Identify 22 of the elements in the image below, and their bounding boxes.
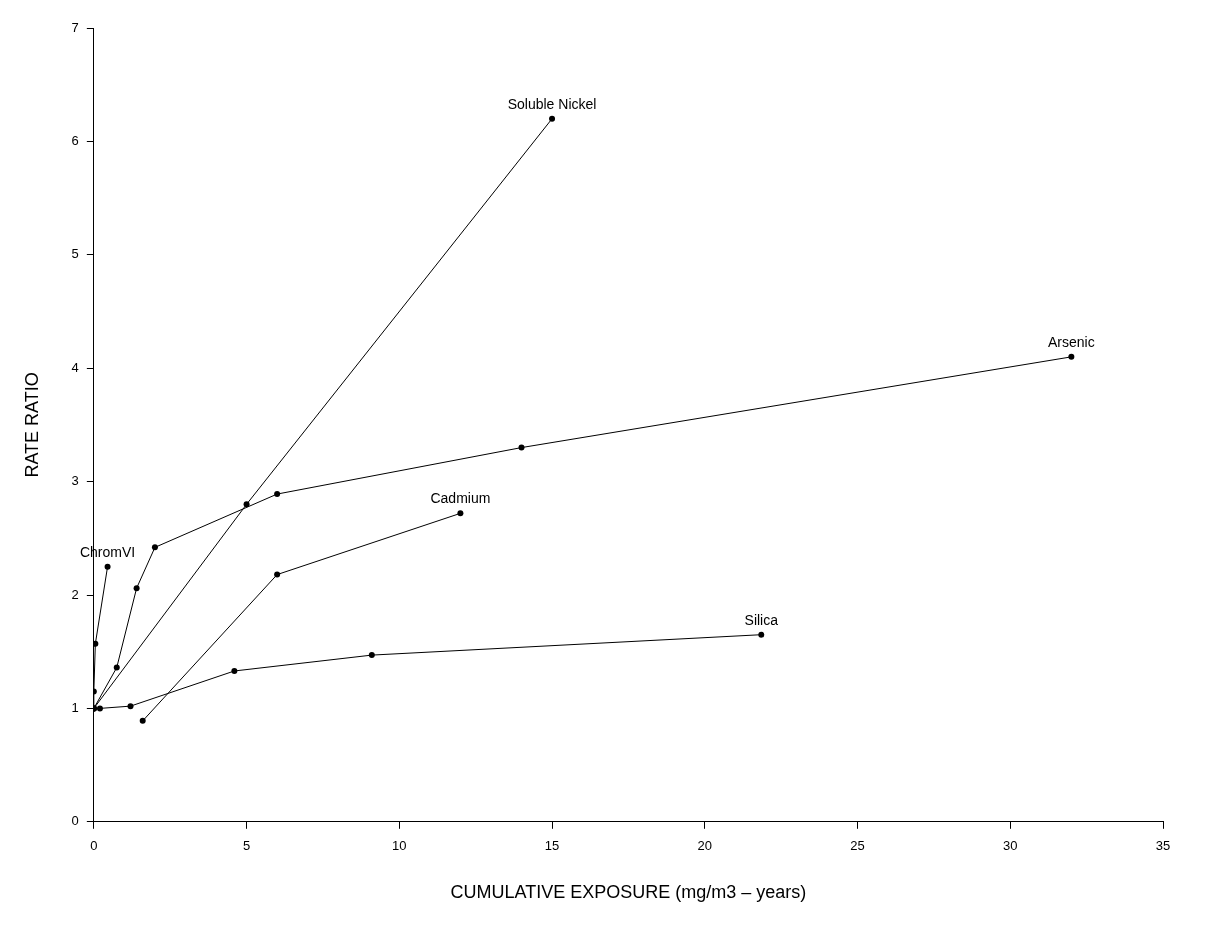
- series-label: Arsenic: [1048, 333, 1095, 350]
- x-tick-label: 35: [1155, 838, 1171, 854]
- y-tick-label: 0: [71, 813, 79, 829]
- x-tick-label: 5: [242, 838, 251, 854]
- y-tick-label: 4: [71, 359, 79, 375]
- x-axis-title: CUMULATIVE EXPOSURE (mg/m3 – years): [450, 882, 807, 903]
- y-tick-label: 7: [71, 19, 79, 35]
- y-tick-label: 6: [71, 132, 79, 148]
- series-label: Silica: [744, 611, 779, 628]
- y-tick-label: 5: [71, 246, 79, 262]
- y-tick-label: 3: [71, 473, 79, 489]
- x-tick-label: 0: [90, 838, 98, 854]
- series-label: Cadmium: [430, 490, 491, 507]
- x-tick-label: 10: [392, 838, 407, 854]
- x-tick-label: 15: [544, 838, 560, 854]
- x-tick-label: 20: [697, 838, 713, 854]
- x-tick-label: 25: [850, 838, 865, 854]
- series-label: Soluble Nickel: [507, 95, 597, 112]
- x-tick-label: 30: [1003, 838, 1018, 854]
- y-tick-label: 1: [71, 699, 79, 715]
- y-axis-title: RATE RATIO: [21, 372, 42, 478]
- y-tick-label: 2: [71, 586, 79, 602]
